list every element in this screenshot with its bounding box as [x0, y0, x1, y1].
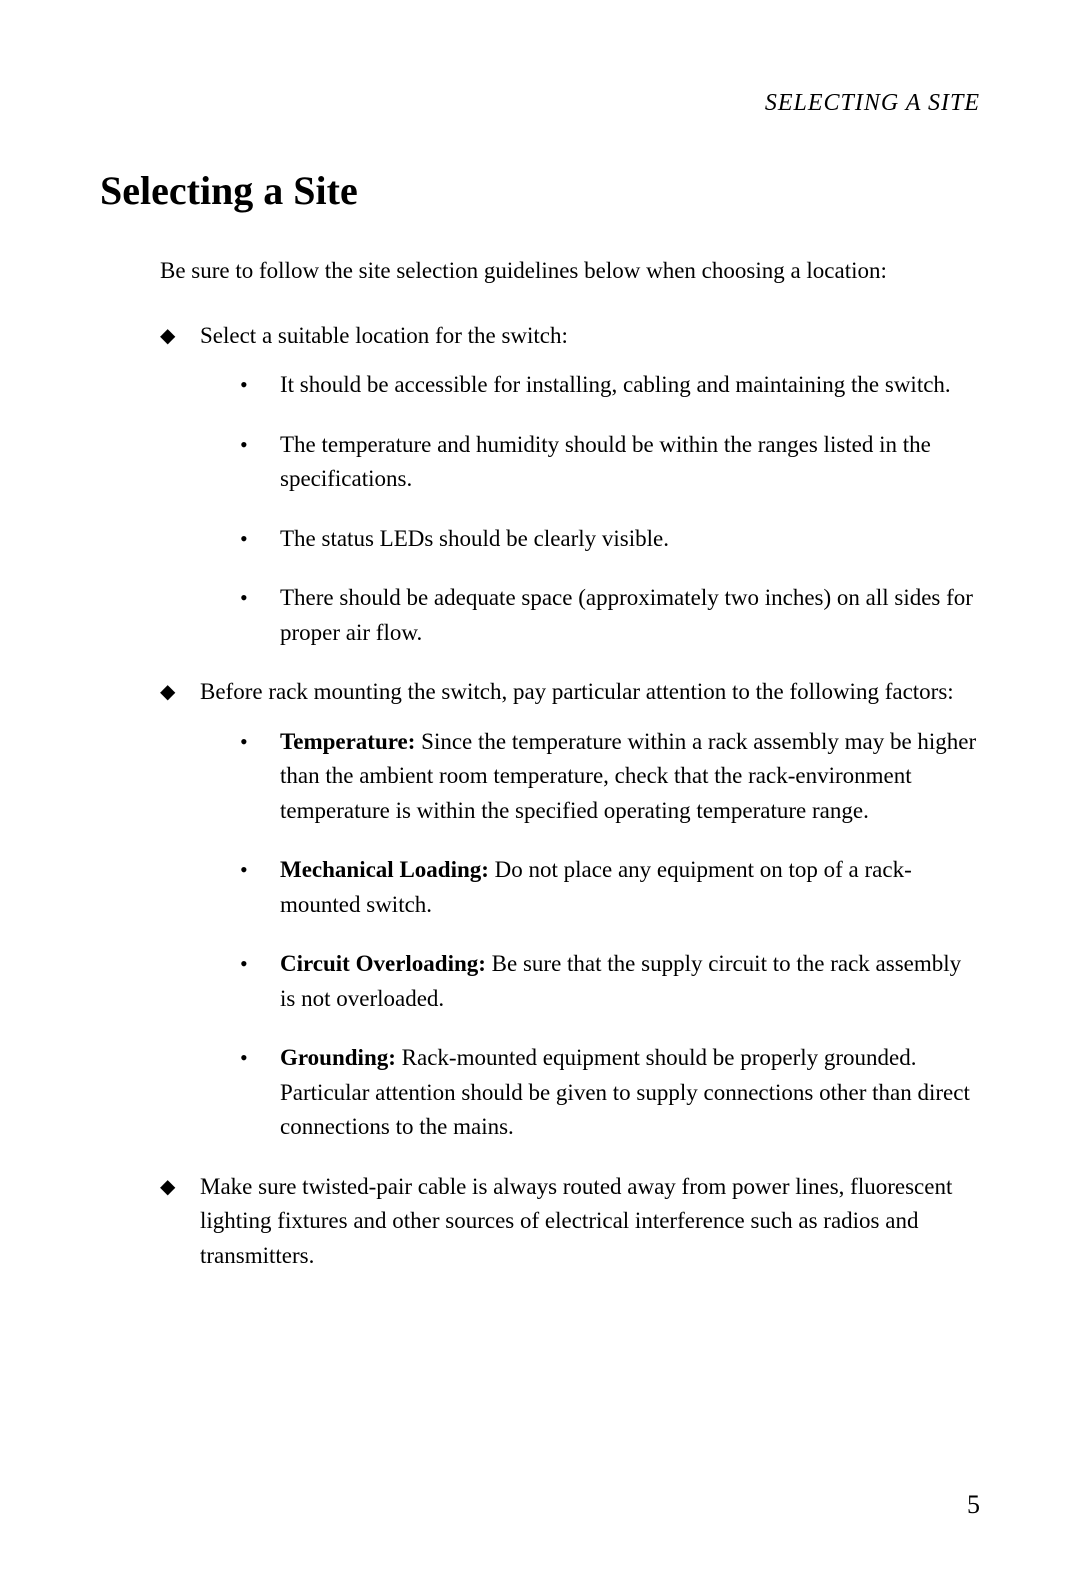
running-head: SELECTING A SITE: [100, 90, 980, 117]
page-number: 5: [967, 1490, 980, 1520]
sub-item-label: Grounding:: [280, 1045, 396, 1070]
sub-item-text: There should be adequate space (approxim…: [280, 585, 973, 645]
sub-item: There should be adequate space (approxim…: [240, 581, 980, 650]
sub-item: Grounding: Rack-mounted equipment should…: [240, 1041, 980, 1145]
guideline-item: Make sure twisted-pair cable is always r…: [160, 1170, 980, 1274]
guideline-item: Select a suitable location for the switc…: [160, 319, 980, 651]
sub-item-label: Temperature:: [280, 729, 415, 754]
sub-item-text: It should be accessible for installing, …: [280, 372, 951, 397]
page-title: Selecting a Site: [100, 167, 980, 214]
sub-list: Temperature: Since the temperature withi…: [240, 725, 980, 1145]
intro-paragraph: Be sure to follow the site selection gui…: [160, 254, 980, 289]
sub-item-text: The status LEDs should be clearly visibl…: [280, 526, 669, 551]
sub-item: Mechanical Loading: Do not place any equ…: [240, 853, 980, 922]
sub-item: The status LEDs should be clearly visibl…: [240, 522, 980, 557]
sub-item: The temperature and humidity should be w…: [240, 428, 980, 497]
sub-item: Circuit Overloading: Be sure that the su…: [240, 947, 980, 1016]
guideline-item: Before rack mounting the switch, pay par…: [160, 675, 980, 1145]
guidelines-list: Select a suitable location for the switc…: [160, 319, 980, 1274]
sub-item: Temperature: Since the temperature withi…: [240, 725, 980, 829]
sub-item-label: Circuit Overloading:: [280, 951, 486, 976]
guideline-text: Make sure twisted-pair cable is always r…: [200, 1174, 952, 1268]
guideline-text: Before rack mounting the switch, pay par…: [200, 679, 954, 704]
sub-list: It should be accessible for installing, …: [240, 368, 980, 650]
sub-item-text: The temperature and humidity should be w…: [280, 432, 931, 492]
sub-item: It should be accessible for installing, …: [240, 368, 980, 403]
sub-item-label: Mechanical Loading:: [280, 857, 489, 882]
guideline-text: Select a suitable location for the switc…: [200, 323, 568, 348]
